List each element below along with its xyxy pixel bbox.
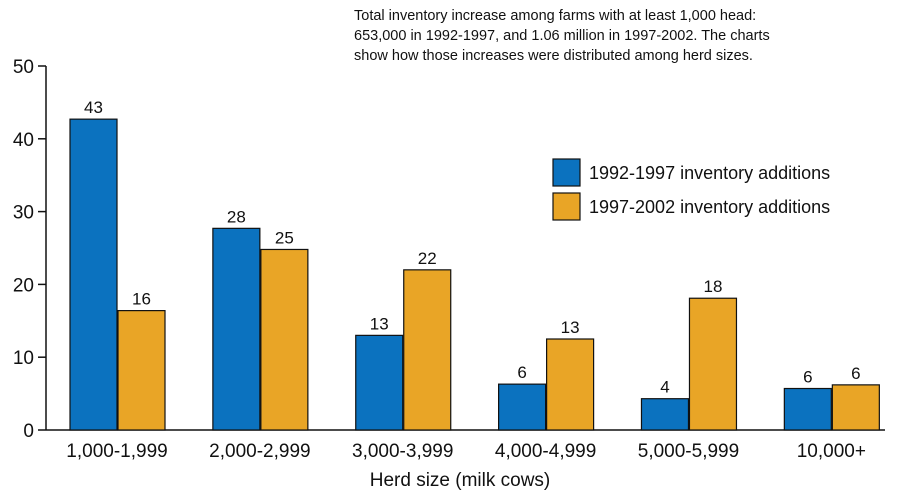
bar [498, 383, 547, 431]
y-tick-label: 0 [23, 421, 34, 442]
bar [355, 334, 404, 431]
legend-label: 1992-1997 inventory additions [589, 163, 830, 183]
annotation-line: Total inventory increase among farms wit… [354, 8, 757, 24]
data-label: 4 [660, 378, 669, 397]
legend-swatch [552, 158, 581, 187]
bar [117, 310, 166, 431]
bar [783, 387, 832, 431]
data-label: 6 [851, 364, 860, 383]
bar [640, 398, 690, 431]
data-label: 18 [704, 277, 723, 296]
data-label: 16 [132, 290, 151, 309]
annotation-line: show how those increases were distribute… [354, 48, 753, 64]
legend-label: 1997-2002 inventory additions [589, 197, 830, 217]
data-label: 13 [561, 318, 580, 337]
data-label: 22 [418, 249, 437, 268]
bar [688, 297, 738, 431]
data-label: 28 [227, 207, 246, 226]
bar [403, 269, 452, 431]
x-tick-label: 3,000-3,999 [352, 441, 453, 462]
chart-annotation: Total inventory increase among farms wit… [354, 6, 894, 66]
annotation-line: 653,000 in 1992-1997, and 1.06 million i… [354, 28, 770, 44]
data-label: 13 [370, 314, 389, 333]
y-tick-label: 50 [13, 57, 34, 78]
y-tick-label: 40 [13, 130, 34, 151]
x-tick-label: 5,000-5,999 [638, 441, 739, 462]
axes: 0 10 20 30 40 50 1,000-1,999 2,000-2,999 3,000-3… [13, 57, 885, 462]
data-label: 43 [84, 98, 103, 117]
y-tick-label: 30 [13, 203, 34, 224]
bar [546, 338, 595, 431]
x-axis-title: Herd size (milk cows) [370, 470, 551, 491]
x-tick-label: 4,000-4,999 [495, 441, 596, 462]
bar [212, 227, 261, 431]
y-tick-label: 20 [13, 275, 34, 296]
data-label: 25 [275, 228, 294, 247]
bars [69, 118, 880, 431]
data-label: 6 [517, 363, 526, 382]
x-tick-label: 10,000+ [797, 441, 866, 462]
legend-swatch [552, 192, 581, 221]
bar [831, 384, 880, 431]
x-tick-label: 1,000-1,999 [66, 441, 167, 462]
bar [69, 118, 118, 431]
data-labels: 43 16 28 25 13 22 6 13 4 18 6 6 [84, 98, 861, 397]
x-tick-label: 2,000-2,999 [209, 441, 310, 462]
bar [260, 248, 309, 431]
data-label: 6 [803, 368, 812, 387]
y-tick-label: 10 [13, 348, 34, 369]
legend: 1992-1997 inventory additions 1997-2002 i… [552, 158, 830, 221]
